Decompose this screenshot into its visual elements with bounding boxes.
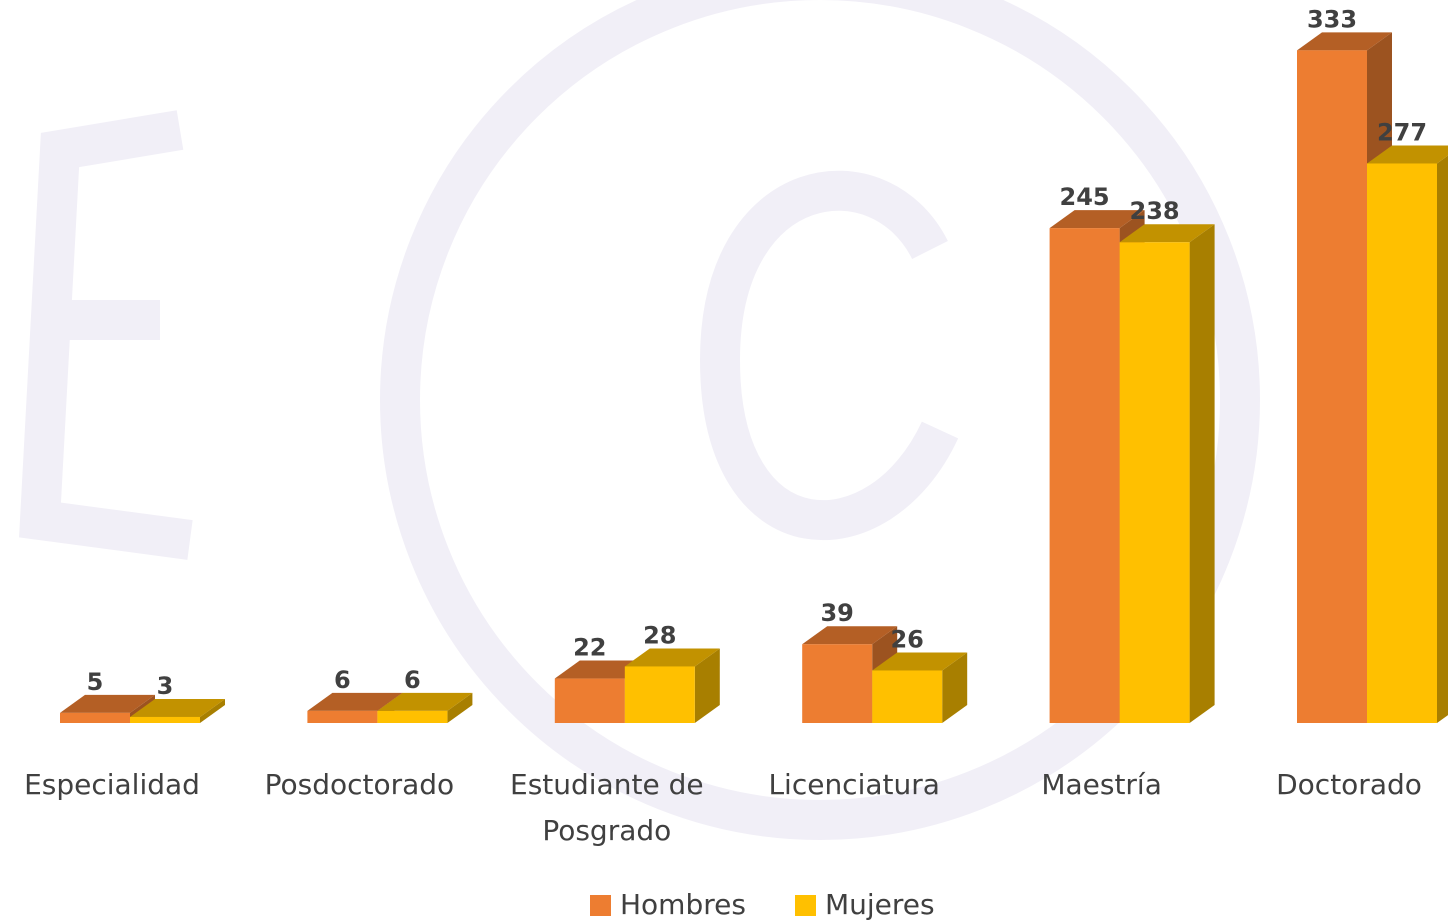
bar-top — [872, 652, 968, 671]
bar-top — [130, 698, 225, 717]
bar-top — [624, 648, 720, 667]
bar — [1367, 163, 1437, 723]
bar-top — [1367, 145, 1448, 164]
data-label: 333 — [1307, 5, 1357, 33]
bar — [60, 712, 130, 723]
x-tick-label: Maestría — [1041, 768, 1162, 801]
data-label: 245 — [1060, 183, 1110, 211]
bar-side — [200, 698, 225, 723]
legend-swatch — [590, 895, 611, 916]
x-tick-label: Licenciatura — [768, 768, 940, 801]
bar — [624, 666, 695, 723]
data-label: 5 — [87, 668, 104, 696]
bar-side — [1189, 224, 1215, 724]
data-label: 26 — [890, 625, 923, 653]
bar — [554, 678, 625, 723]
bar-top — [1297, 32, 1392, 51]
bar-top — [307, 692, 403, 711]
data-label: 22 — [573, 634, 606, 662]
bar-side — [694, 648, 720, 723]
x-tick-label: Estudiante de Posgrado — [510, 768, 704, 847]
watermark — [19, 0, 1260, 840]
data-label: 6 — [404, 666, 421, 694]
data-label: 3 — [157, 672, 174, 700]
data-label: 6 — [334, 666, 351, 694]
bar — [1049, 228, 1120, 723]
bar-top — [377, 692, 473, 711]
legend-label: Hombres — [620, 888, 746, 921]
bar-side — [942, 652, 968, 723]
bar — [1119, 242, 1190, 724]
data-label: 39 — [820, 599, 853, 627]
bar — [802, 644, 873, 723]
bar-side — [1437, 155, 1448, 723]
bar-side — [447, 692, 473, 723]
x-tick-label: Especialidad — [24, 768, 200, 801]
x-tick-label: Doctorado — [1276, 768, 1422, 801]
data-label: 28 — [643, 621, 676, 649]
bar — [377, 710, 448, 723]
data-label: 238 — [1130, 197, 1180, 225]
legend-swatch — [795, 895, 816, 916]
bar — [130, 716, 200, 723]
bar-top — [1049, 210, 1145, 229]
bar — [1297, 50, 1367, 723]
bar-top — [802, 626, 898, 645]
bar — [307, 710, 378, 723]
bar — [872, 670, 943, 723]
legend-label: Mujeres — [825, 888, 935, 921]
bar-top — [60, 694, 155, 713]
bar-top — [1119, 224, 1215, 243]
data-label: 277 — [1377, 118, 1427, 146]
x-tick-label: Posdoctorado — [264, 768, 455, 801]
